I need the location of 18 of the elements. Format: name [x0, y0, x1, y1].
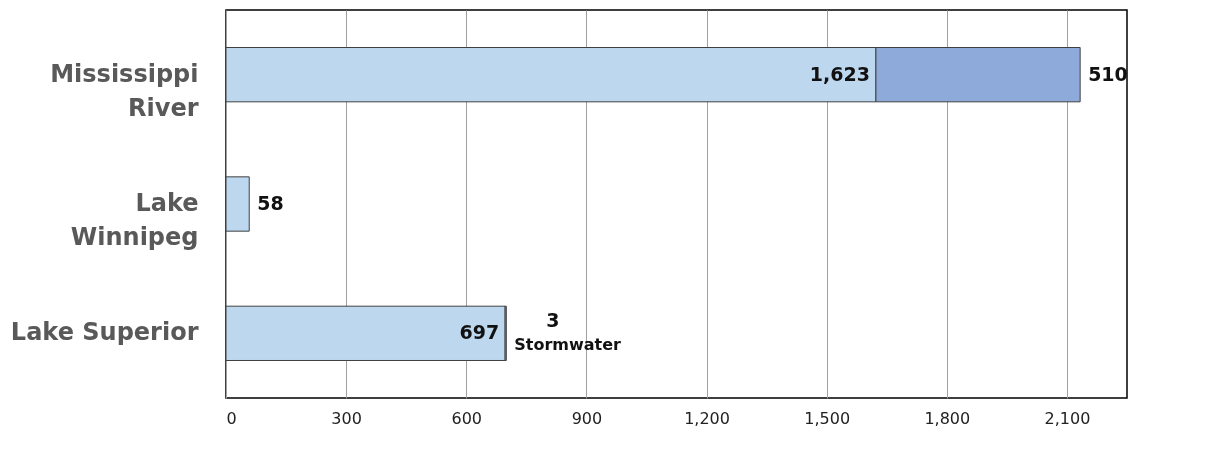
data-label: 697 [459, 321, 500, 344]
x-tick-label: 300 [331, 408, 362, 428]
x-tick-label: 600 [451, 408, 483, 428]
x-tick-label: 0 [226, 408, 237, 428]
data-label: 3 [546, 309, 560, 332]
x-tick-label: 900 [571, 408, 603, 428]
y-tick-label: Lake Superior [10, 318, 199, 347]
annotation: Stormwater [514, 335, 622, 355]
x-tick-label: 1,200 [684, 408, 730, 428]
x-tick-label: 1,800 [924, 408, 971, 428]
bar [225, 176, 250, 232]
x-tick-label: 2,100 [1044, 408, 1091, 428]
bar [225, 305, 506, 361]
x-tick-label: 1,500 [804, 408, 851, 428]
data-label: 1,623 [809, 62, 870, 85]
y-tick-label: Mississippi River [50, 59, 199, 122]
y-tick-label: Lake Winnipeg [70, 189, 199, 251]
data-label: 58 [257, 192, 284, 214]
